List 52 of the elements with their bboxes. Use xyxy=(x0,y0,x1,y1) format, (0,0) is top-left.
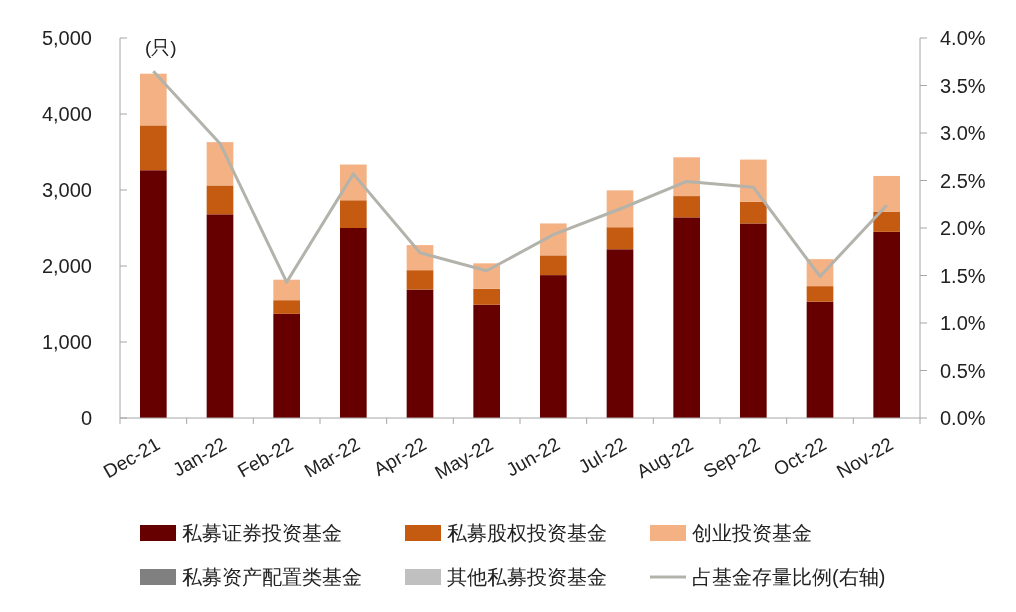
bar xyxy=(340,228,367,418)
bar xyxy=(806,286,834,302)
bar xyxy=(673,157,700,197)
bar xyxy=(673,217,700,418)
legend-label: 私募资产配置类基金 xyxy=(182,566,362,588)
bar xyxy=(206,214,234,418)
y2-tick-label: 2.5% xyxy=(940,169,986,192)
bar xyxy=(473,304,500,418)
bar xyxy=(206,185,234,215)
y-tick-label: 5,000 xyxy=(41,27,92,49)
y-tick-label: 2,000 xyxy=(41,255,92,277)
bar xyxy=(873,231,900,418)
bar xyxy=(273,300,300,314)
bar xyxy=(606,249,634,418)
bar xyxy=(606,227,634,250)
y-tick-label: 1,000 xyxy=(41,331,92,353)
y-tick-label: 3,000 xyxy=(41,179,92,201)
bar xyxy=(340,200,367,228)
bar xyxy=(740,223,767,418)
y2-tick-label: 1.0% xyxy=(940,312,986,334)
legend-label: 私募证券投资基金 xyxy=(182,522,342,544)
y2-tick-label: 3.5% xyxy=(940,74,986,97)
y2-tick-label: 1.5% xyxy=(940,264,986,287)
bar xyxy=(806,301,834,418)
bar xyxy=(740,159,767,202)
bar xyxy=(873,211,900,232)
bar xyxy=(540,275,567,418)
legend-label: 其他私募投资基金 xyxy=(447,566,607,588)
bar xyxy=(873,175,900,212)
bar xyxy=(140,125,167,171)
line-series xyxy=(151,69,889,284)
bar xyxy=(473,288,500,305)
y2-tick-label: 0.0% xyxy=(940,407,986,429)
bar xyxy=(540,255,567,276)
y2-tick-label: 4.0% xyxy=(940,27,986,49)
bar xyxy=(740,201,767,224)
bar xyxy=(273,279,300,301)
bar xyxy=(406,289,434,418)
bar xyxy=(673,196,700,218)
bar xyxy=(140,73,167,126)
bar xyxy=(406,270,434,290)
y2-tick-label: 3.0% xyxy=(940,122,986,144)
legend-label: 私募股权投资基金 xyxy=(447,522,607,544)
y-tick-label: 4,000 xyxy=(41,103,92,125)
bar xyxy=(273,313,300,418)
y-axis-title: (只) xyxy=(145,37,177,58)
legend-label: 创业投资基金 xyxy=(692,522,812,544)
legend-label: 占基金存量比例(右轴) xyxy=(692,566,886,588)
y2-tick-label: 0.5% xyxy=(940,359,986,382)
y-tick-label: 0 xyxy=(80,407,92,429)
bar xyxy=(140,170,167,418)
y2-tick-label: 2.0% xyxy=(940,217,986,239)
